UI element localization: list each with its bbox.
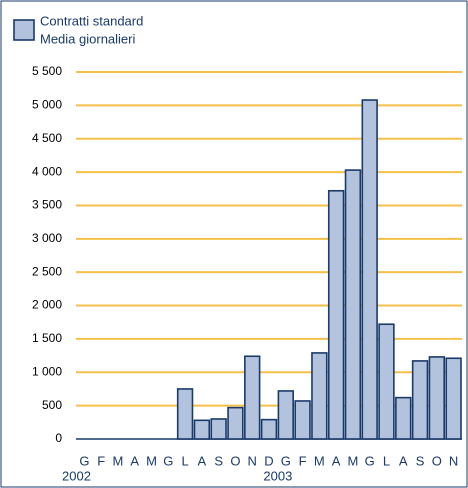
legend-subtitle: Media giornalieri — [40, 31, 135, 46]
bar — [428, 356, 446, 440]
bar — [327, 189, 345, 440]
x-tick-label: G — [79, 453, 89, 468]
bar — [294, 400, 311, 440]
x-tick-label: M — [347, 453, 358, 468]
x-group-label: 2003 — [263, 468, 292, 483]
x-tick-label: S — [214, 453, 223, 468]
y-tick-label: 1 000 — [32, 364, 62, 378]
bar — [445, 357, 462, 440]
legend-label: Contratti standard — [40, 13, 143, 28]
y-tick-label: 4 500 — [32, 131, 62, 145]
x-tick-label: N — [449, 453, 458, 468]
y-tick-label: 3 500 — [32, 198, 62, 212]
bar — [395, 396, 412, 440]
y-tick-label: 4 000 — [32, 164, 62, 178]
x-tick-label: M — [146, 453, 157, 468]
bar — [411, 360, 429, 440]
x-tick-label: D — [264, 453, 273, 468]
y-tick-label: 5 000 — [32, 98, 62, 112]
x-tick-label: L — [383, 453, 390, 468]
y-tick-label: 1 500 — [32, 331, 62, 345]
bar — [277, 390, 294, 440]
bar — [378, 323, 395, 440]
y-tick-label: 2 000 — [32, 298, 62, 312]
bar — [260, 418, 278, 440]
bar — [344, 169, 362, 440]
bar — [227, 406, 244, 440]
x-tick-label: G — [365, 453, 375, 468]
x-tick-label: G — [281, 453, 291, 468]
bar — [193, 419, 211, 440]
x-group-label: 2002 — [62, 468, 91, 483]
y-tick-label: 2 500 — [32, 264, 62, 278]
y-tick-label: 5 500 — [32, 64, 62, 78]
x-tick-label: F — [97, 453, 105, 468]
bar — [361, 99, 378, 440]
x-tick-label: A — [198, 453, 207, 468]
legend-swatch — [13, 19, 35, 41]
x-tick-label: L — [181, 453, 188, 468]
bar — [210, 418, 227, 440]
x-tick-label: G — [163, 453, 173, 468]
x-tick-label: A — [399, 453, 408, 468]
x-tick-label: O — [230, 453, 240, 468]
x-tick-label: F — [299, 453, 307, 468]
bar — [176, 388, 194, 440]
bar — [244, 355, 261, 440]
x-tick-label: A — [332, 453, 341, 468]
y-tick-label: 3 000 — [32, 231, 62, 245]
x-tick-label: M — [314, 453, 325, 468]
y-tick-label: 500 — [42, 398, 62, 412]
x-tick-label: N — [248, 453, 257, 468]
x-tick-label: O — [432, 453, 442, 468]
y-tick-label: 0 — [55, 431, 62, 445]
x-tick-label: A — [130, 453, 139, 468]
x-tick-label: M — [113, 453, 124, 468]
bar — [311, 352, 328, 440]
x-tick-label: S — [416, 453, 425, 468]
